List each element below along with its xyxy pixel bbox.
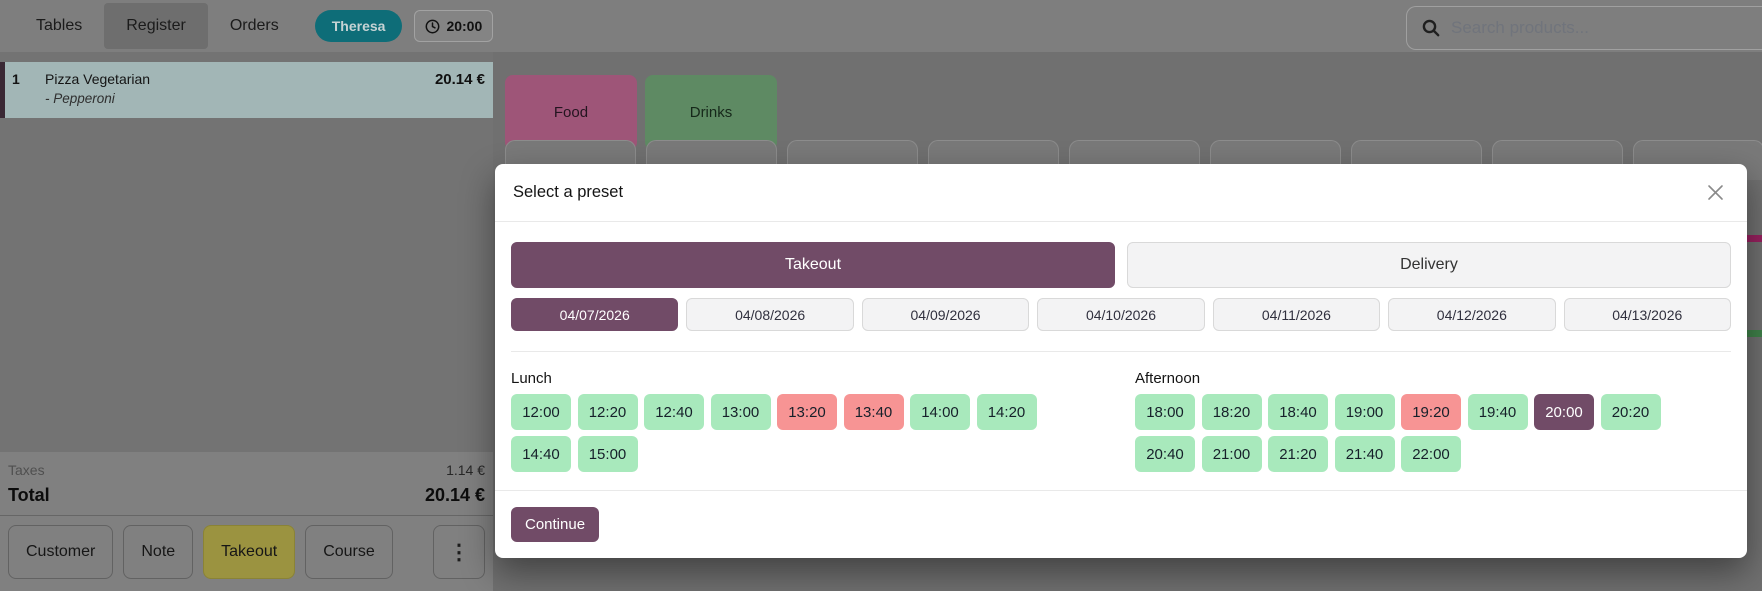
time-slot[interactable]: 20:20 bbox=[1600, 394, 1661, 430]
main-tabs: Tables Register Orders bbox=[0, 0, 301, 52]
time-slot[interactable]: 12:40 bbox=[644, 394, 704, 430]
time-slot[interactable]: 20:40 bbox=[1135, 436, 1195, 472]
preset-dialog: Select a preset Takeout Delivery 04/07/20… bbox=[495, 164, 1747, 558]
more-options-button[interactable]: ⋮ bbox=[433, 525, 485, 579]
order-summary: Taxes 1.14 € Total 20.14 € Customer Note T… bbox=[0, 452, 493, 591]
time-slot[interactable]: 18:40 bbox=[1268, 394, 1328, 430]
preset-option[interactable]: Takeout bbox=[511, 242, 1115, 288]
section-label: Afternoon bbox=[1135, 370, 1201, 387]
nav-tab[interactable]: Register bbox=[104, 3, 208, 49]
total-label: Total bbox=[8, 485, 50, 505]
time-slot[interactable]: 19:40 bbox=[1467, 394, 1528, 430]
close-icon bbox=[1708, 185, 1723, 200]
dialog-footer: Continue bbox=[495, 490, 1747, 558]
lunch-section: Lunch 12:00 12:20 12:40 13:00 13:20 13:40 14:0… bbox=[511, 370, 1043, 472]
order-line-name: Pizza Vegetarian bbox=[45, 71, 151, 87]
time-slot[interactable]: 12:00 bbox=[511, 394, 571, 430]
date-option[interactable]: 04/11/2026 bbox=[1212, 298, 1381, 331]
product-color-sliver bbox=[1747, 330, 1762, 337]
dialog-header: Select a preset bbox=[495, 164, 1747, 222]
date-option[interactable]: 04/08/2026 bbox=[686, 298, 854, 331]
time-slot[interactable]: 14:40 bbox=[511, 436, 571, 472]
time-slot[interactable]: 13:40 bbox=[843, 394, 904, 430]
product-search[interactable] bbox=[1406, 6, 1762, 50]
nav-tab[interactable]: Tables bbox=[14, 3, 104, 49]
time-slot[interactable]: 21:00 bbox=[1201, 436, 1262, 472]
order-action-button[interactable]: Takeout bbox=[203, 525, 296, 579]
order-line[interactable]: 1 Pizza Vegetarian - Pepperoni 20.14 € bbox=[0, 62, 493, 118]
date-options: 04/07/2026 04/08/2026 04/09/2026 04/10/2026… bbox=[511, 298, 1731, 331]
time-slot[interactable]: 18:00 bbox=[1135, 394, 1195, 430]
order-action-button[interactable]: Customer bbox=[8, 525, 114, 579]
date-option[interactable]: 04/13/2026 bbox=[1563, 298, 1731, 331]
taxes-value: 1.14 € bbox=[446, 462, 485, 478]
category-bar: Food Drinks bbox=[505, 75, 777, 150]
time-slot[interactable]: 21:20 bbox=[1268, 436, 1328, 472]
time-slot[interactable]: 12:20 bbox=[577, 394, 638, 430]
time-slot[interactable]: 13:00 bbox=[710, 394, 771, 430]
preset-time-button[interactable]: 20:00 bbox=[414, 10, 494, 42]
time-slot[interactable]: 14:00 bbox=[910, 394, 970, 430]
time-slot[interactable]: 15:00 bbox=[577, 436, 638, 472]
order-line-attribute: - Pepperoni bbox=[45, 91, 115, 106]
time-slot[interactable]: 19:20 bbox=[1401, 394, 1461, 430]
order-action-button[interactable]: Note bbox=[123, 525, 194, 579]
time-slot[interactable]: 18:20 bbox=[1201, 394, 1262, 430]
preset-option[interactable]: Delivery bbox=[1127, 242, 1731, 288]
taxes-row: Taxes 1.14 € bbox=[0, 462, 493, 478]
taxes-label: Taxes bbox=[8, 462, 45, 478]
preset-options: Takeout Delivery bbox=[511, 242, 1731, 288]
body-divider bbox=[511, 351, 1731, 352]
time-slot[interactable]: 22:00 bbox=[1401, 436, 1461, 472]
order-action-button[interactable]: Course bbox=[305, 525, 393, 579]
dialog-title: Select a preset bbox=[513, 183, 624, 201]
time-slot[interactable]: 13:20 bbox=[777, 394, 837, 430]
lunch-slots: 12:00 12:20 12:40 13:00 13:20 13:40 14:00 14:20… bbox=[511, 394, 1043, 472]
section-label: Lunch bbox=[511, 370, 552, 387]
summary-divider bbox=[0, 515, 493, 516]
time-slot[interactable]: 19:00 bbox=[1334, 394, 1395, 430]
afternoon-slots: 18:00 18:20 18:40 19:00 19:20 19:40 20:00 20:20… bbox=[1135, 394, 1667, 472]
order-line-qty: 1 bbox=[12, 71, 20, 87]
total-row: Total 20.14 € bbox=[0, 485, 493, 506]
search-icon bbox=[1422, 19, 1440, 37]
top-bar: Tables Register Orders Theresa 20:00 bbox=[0, 0, 1762, 52]
date-option[interactable]: 04/12/2026 bbox=[1388, 298, 1556, 331]
total-value: 20.14 € bbox=[424, 485, 485, 505]
afternoon-section: Afternoon 18:00 18:20 18:40 19:00 19:20 19:40… bbox=[1135, 370, 1667, 472]
continue-button[interactable]: Continue bbox=[511, 507, 600, 542]
time-slot[interactable]: 14:20 bbox=[976, 394, 1037, 430]
dialog-body: Takeout Delivery 04/07/2026 04/08/2026 04/0… bbox=[495, 222, 1747, 490]
time-slot[interactable]: 20:00 bbox=[1534, 394, 1594, 430]
order-panel: 1 Pizza Vegetarian - Pepperoni 20.14 € T… bbox=[0, 52, 493, 591]
product-color-sliver bbox=[1747, 235, 1762, 242]
kebab-icon: ⋮ bbox=[448, 540, 470, 564]
time-slot[interactable]: 21:40 bbox=[1334, 436, 1395, 472]
clock-icon bbox=[426, 19, 440, 33]
order-line-price: 20.14 € bbox=[434, 71, 485, 88]
preset-time-label: 20:00 bbox=[446, 18, 483, 34]
close-button[interactable] bbox=[1702, 179, 1729, 206]
date-option[interactable]: 04/07/2026 bbox=[511, 298, 679, 331]
date-option[interactable]: 04/10/2026 bbox=[1037, 298, 1205, 331]
category-button[interactable]: Food bbox=[505, 75, 637, 150]
nav-tab[interactable]: Orders bbox=[208, 3, 301, 49]
date-option[interactable]: 04/09/2026 bbox=[861, 298, 1030, 331]
category-button[interactable]: Drinks bbox=[645, 75, 777, 150]
order-actions: Customer Note Takeout Course ⋮ bbox=[0, 525, 493, 579]
cashier-badge[interactable]: Theresa bbox=[314, 10, 403, 42]
search-input[interactable] bbox=[1451, 18, 1731, 38]
